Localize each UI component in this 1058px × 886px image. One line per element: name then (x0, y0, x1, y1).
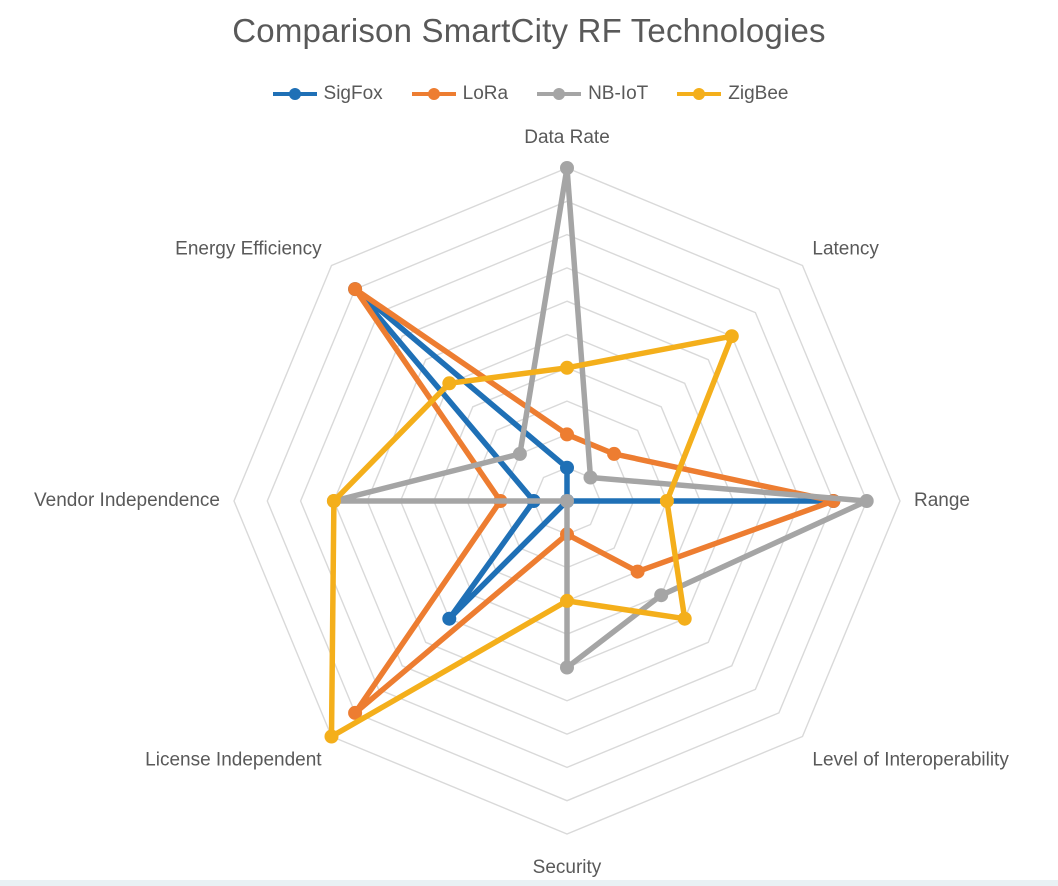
data-point (659, 494, 674, 508)
grid-ring (233, 167, 901, 835)
series-nb-iot (326, 161, 874, 675)
legend-label: SigFox (323, 83, 383, 104)
data-point (348, 282, 363, 297)
bottom-strip (0, 880, 1058, 886)
legend: SigFox LoRa NB-IoT ZigBee (0, 82, 1058, 106)
axis-label: Energy Efficiency (175, 239, 322, 260)
data-point (859, 494, 874, 508)
axis-label: Security (533, 857, 602, 878)
legend-swatch (272, 88, 317, 100)
series-line (352, 286, 837, 622)
series-zigbee (324, 329, 739, 744)
data-point (560, 660, 574, 675)
data-point (442, 376, 457, 391)
legend-swatch (537, 88, 582, 100)
data-point (560, 161, 574, 175)
axis-label: Data Rate (524, 127, 610, 148)
legend-label: NB-IoT (588, 83, 649, 104)
legend-swatch (411, 88, 456, 100)
data-point (324, 729, 339, 744)
legend-label: LoRa (462, 83, 509, 104)
data-point (560, 460, 574, 475)
grid-ring (333, 267, 801, 735)
axis-label: Range (914, 490, 970, 511)
grid-ring (266, 200, 868, 802)
data-point (560, 593, 574, 608)
data-point (560, 427, 574, 442)
legend-swatch (677, 88, 722, 100)
legend-item: LoRa (409, 82, 508, 106)
chart-title: Comparison SmartCity RF Technologies (232, 12, 826, 49)
grid-ring (366, 300, 768, 702)
axis-label: Level of Interoperability (812, 749, 1009, 770)
data-point (630, 564, 645, 579)
data-point (607, 446, 622, 461)
legend-item: ZigBee (674, 82, 788, 106)
axis-label: Vendor Independence (34, 490, 220, 511)
data-point (442, 611, 457, 626)
data-point (677, 611, 692, 626)
data-point (654, 588, 669, 603)
legend-item: NB-IoT (534, 82, 648, 106)
legend-label: ZigBee (728, 83, 789, 104)
grid-ring (299, 233, 835, 769)
axis-label: License Independent (145, 749, 322, 770)
data-point (348, 705, 363, 720)
data-point (560, 360, 574, 375)
data-point (326, 494, 341, 508)
data-point (724, 329, 739, 344)
data-point (512, 446, 527, 461)
legend-item: SigFox (270, 82, 383, 106)
data-point (583, 470, 598, 485)
data-point (560, 494, 574, 508)
axis-label: Latency (812, 239, 879, 260)
